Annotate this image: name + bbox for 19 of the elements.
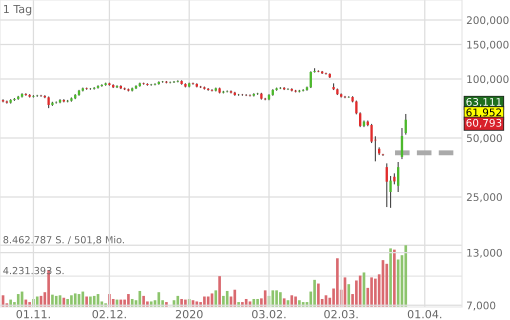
text: 63,111 bbox=[466, 98, 502, 107]
ref-line-label: 8.462.787 S. / 501,8 Mio. bbox=[3, 236, 124, 244]
ref-line-label: 4.231.393 S. bbox=[3, 266, 64, 274]
chart-subtitle: 1 Tag bbox=[4, 4, 32, 16]
y-tick-label: 200,000 bbox=[466, 16, 509, 26]
x-tick-label: 2020 bbox=[176, 310, 203, 318]
text: 61,952 bbox=[466, 108, 502, 118]
y-tick-label: 50,000 bbox=[466, 134, 502, 144]
y-tick-label: 100,000 bbox=[467, 75, 509, 84]
y-tick-label: 13,000 bbox=[467, 248, 502, 258]
x-tick-label: 02.03. bbox=[324, 310, 358, 318]
x-tick-label: 03.02. bbox=[252, 310, 286, 318]
y-tick-label: 150,000 bbox=[467, 40, 509, 50]
x-tick-label: 02.12. bbox=[92, 310, 126, 318]
x-tick-label: 01.11. bbox=[16, 310, 50, 318]
y-tick-label: 25,000 bbox=[466, 193, 502, 202]
x-tick-label: 01.04. bbox=[408, 310, 442, 318]
text: 60,793 bbox=[466, 118, 502, 128]
y-tick-label: 7,000 bbox=[467, 302, 496, 310]
